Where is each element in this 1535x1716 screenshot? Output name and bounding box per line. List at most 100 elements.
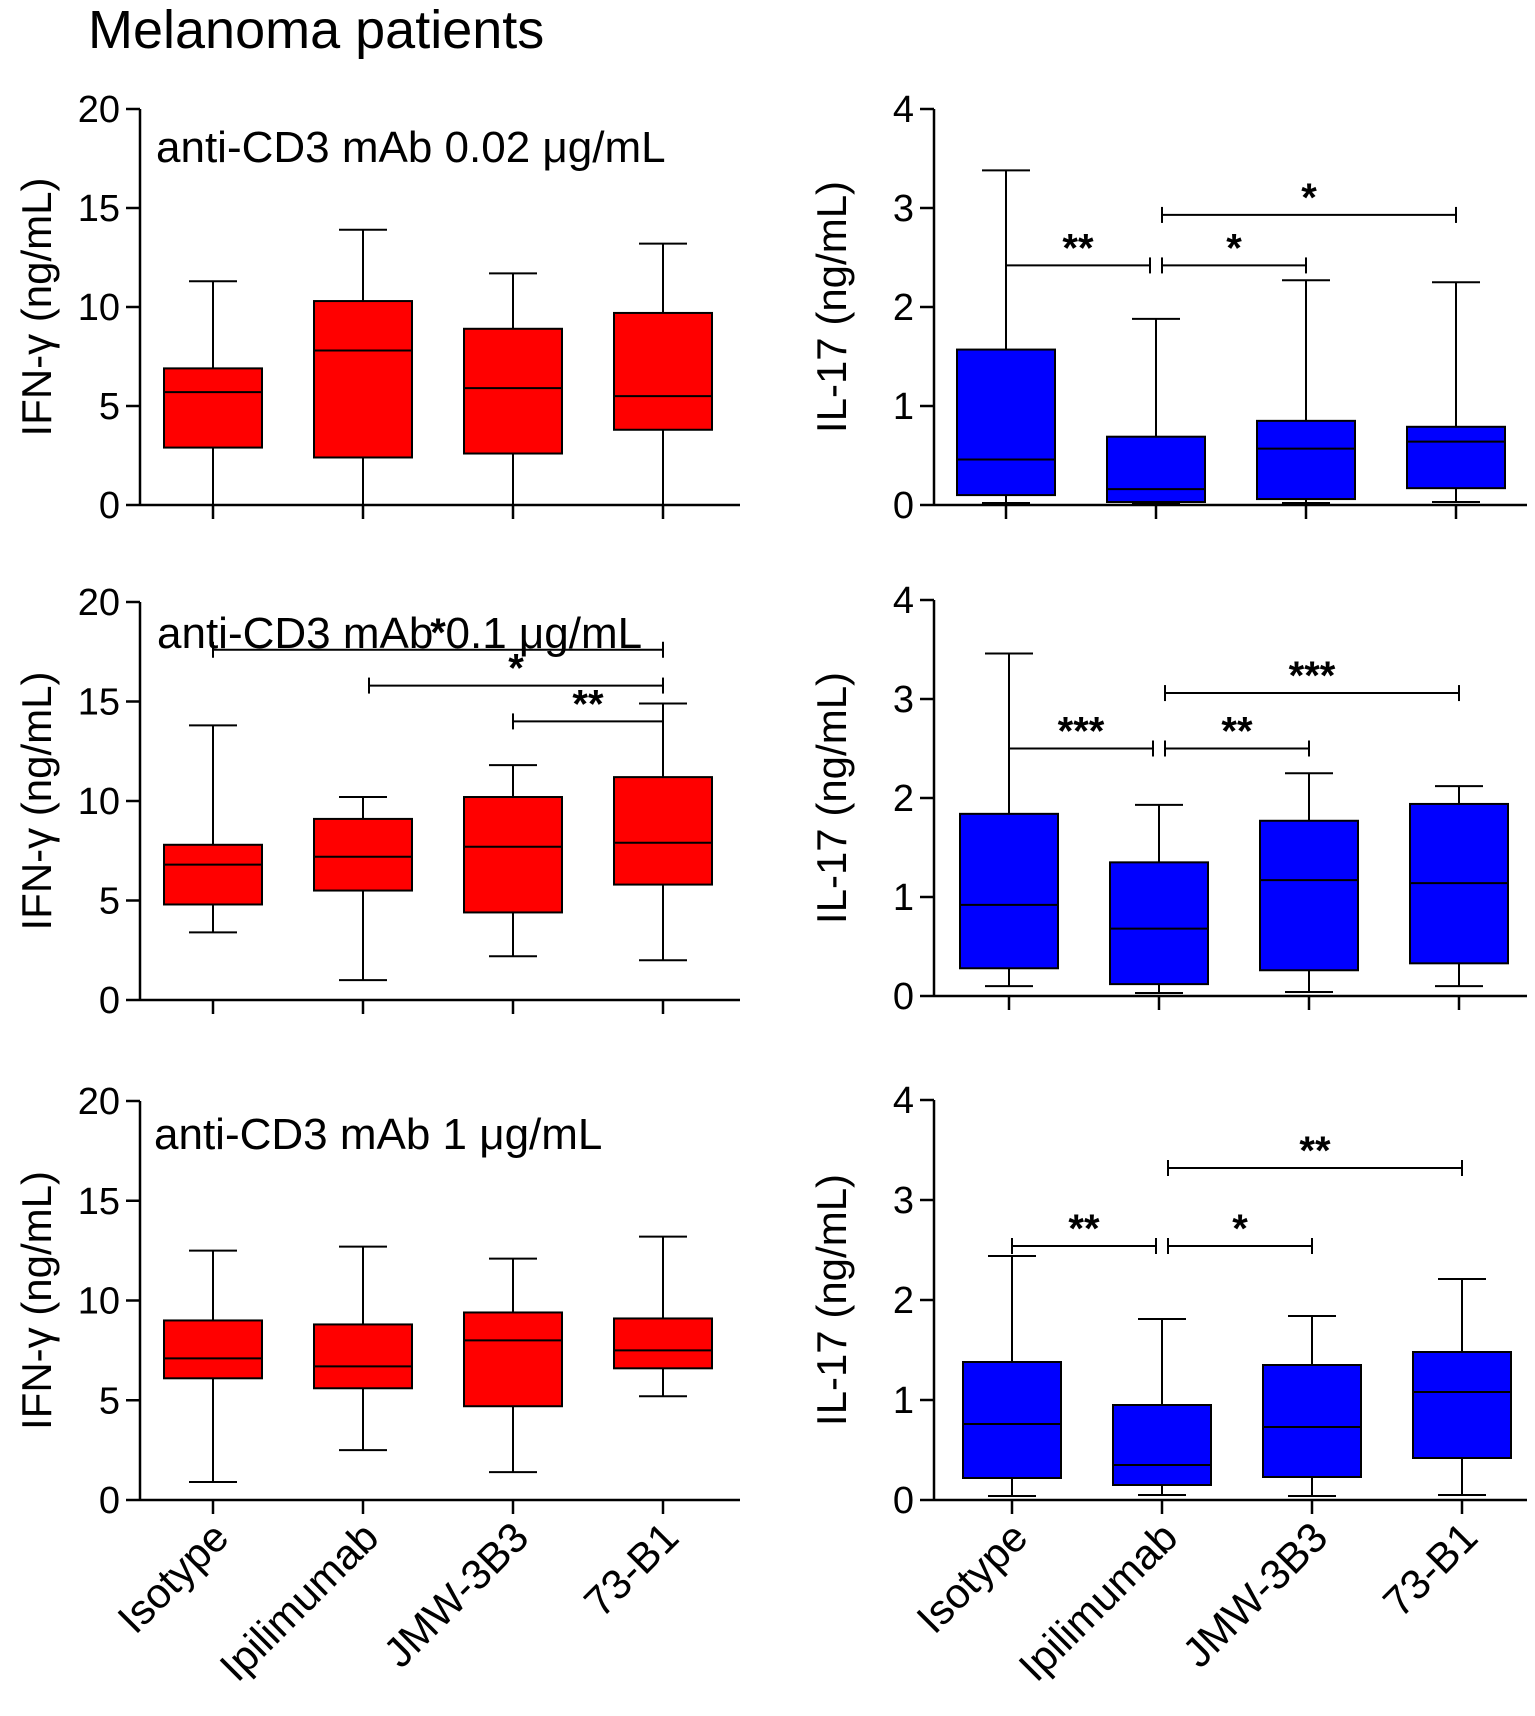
significance-label: ** [1062,226,1094,270]
box-jmw-3b3 [1256,279,1356,505]
x-category-label: JMW-3B3 [374,1513,537,1676]
y-tick-label: 20 [78,89,120,131]
box-jmw-3b3 [463,1257,563,1474]
box-isotype [163,724,263,934]
y-axis-label: IFN-γ (ng/mL) [13,671,60,930]
y-tick-label: 0 [99,980,120,1022]
significance-label: * [430,611,446,655]
box-isotype [163,1249,263,1484]
box-iqr [1412,1351,1512,1459]
box-73-b1 [1412,1278,1512,1496]
significance-label: ** [1299,1129,1331,1173]
box-isotype [956,169,1056,505]
box-iqr [959,812,1059,970]
box-ipilimumab [313,1245,413,1452]
box-iqr [463,796,563,914]
y-axis-label: IL-17 (ng/mL) [808,181,855,433]
box-iqr [613,1317,713,1370]
x-category-label: Ipilimumab [211,1513,388,1690]
box-iqr [313,817,413,892]
significance-label: *** [1289,654,1336,698]
x-category-label: Isotype [907,1513,1036,1642]
x-category-label: 73-B1 [575,1513,687,1625]
significance-label: ** [572,682,604,726]
y-tick-label: 20 [78,1081,120,1123]
y-tick-label: 0 [893,1480,914,1522]
y-tick-label: 5 [99,386,120,428]
box-iqr [463,327,563,455]
y-tick-label: 0 [893,976,914,1018]
y-tick-label: 2 [893,287,914,329]
chart-panel-ifn-002: 0 5 10 15 20 IFN-γ (ng/mL) anti-CD3 mAb 0.02 μ… [13,89,740,527]
box-jmw-3b3 [463,272,563,506]
box-iqr [1259,819,1359,972]
box-jmw-3b3 [463,764,563,958]
y-tick-label: 10 [78,1281,120,1323]
figure-title: Melanoma patients [88,0,545,60]
box-73-b1 [613,702,713,962]
significance-bracket: *** [1008,710,1154,757]
box-ipilimumab [313,796,413,982]
y-axis-label: IFN-γ (ng/mL) [13,1171,60,1430]
box-iqr [613,311,713,431]
y-tick-label: 0 [893,485,914,527]
y-tick-label: 0 [99,1480,120,1522]
y-tick-label: 10 [78,287,120,329]
box-jmw-3b3 [1262,1315,1362,1497]
significance-bracket: ** [512,682,664,730]
box-iqr [962,1361,1062,1479]
chart-panel-ifn-1: 0 5 10 15 20 IFN-γ (ng/mL) anti-CD3 mAb 1 μg/m… [13,1081,740,1690]
box-ipilimumab [313,228,413,506]
box-iqr [163,843,263,906]
y-tick-label: 2 [893,1280,914,1322]
box-iqr [163,1319,263,1380]
y-tick-label: 1 [893,1380,914,1422]
significance-bracket: * [368,647,664,694]
y-axis-label: IL-17 (ng/mL) [808,1174,855,1426]
box-iqr [956,348,1056,497]
x-category-label: JMW-3B3 [1173,1513,1336,1676]
panel-title: anti-CD3 mAb 0.02 μg/mL [156,123,666,172]
box-73-b1 [1406,281,1506,504]
y-tick-label: 4 [893,580,914,622]
significance-bracket: *** [1164,654,1460,702]
y-tick-label: 15 [78,188,120,230]
x-category-label: Ipilimumab [1010,1513,1187,1690]
box-73-b1 [1409,785,1509,988]
significance-label: * [508,647,524,691]
significance-bracket: * [212,611,664,658]
significance-bracket: * [1161,226,1307,274]
significance-bracket: ** [1167,1129,1463,1176]
box-iqr [613,776,713,886]
box-iqr [1262,1364,1362,1478]
significance-label: * [1232,1207,1248,1251]
y-tick-label: 1 [893,386,914,428]
box-iqr [1112,1404,1212,1486]
y-tick-label: 4 [893,89,914,131]
box-ipilimumab [1109,803,1209,995]
y-axis-label: IL-17 (ng/mL) [808,672,855,924]
y-tick-label: 5 [99,1380,120,1422]
y-tick-label: 0 [99,485,120,527]
y-tick-label: 3 [893,1180,914,1222]
box-73-b1 [613,1235,713,1398]
box-iqr [313,300,413,459]
significance-bracket: * [1167,1207,1313,1254]
box-iqr [163,367,263,449]
y-tick-label: 2 [893,778,914,820]
y-tick-label: 3 [893,679,914,721]
box-ipilimumab [1106,317,1206,505]
box-iqr [1109,861,1209,986]
y-tick-label: 10 [78,781,120,823]
y-tick-label: 3 [893,188,914,230]
x-category-label: Isotype [108,1513,237,1642]
significance-label: ** [1221,710,1253,754]
significance-label: * [1301,176,1317,220]
box-jmw-3b3 [1259,772,1359,994]
significance-label: *** [1058,710,1105,754]
